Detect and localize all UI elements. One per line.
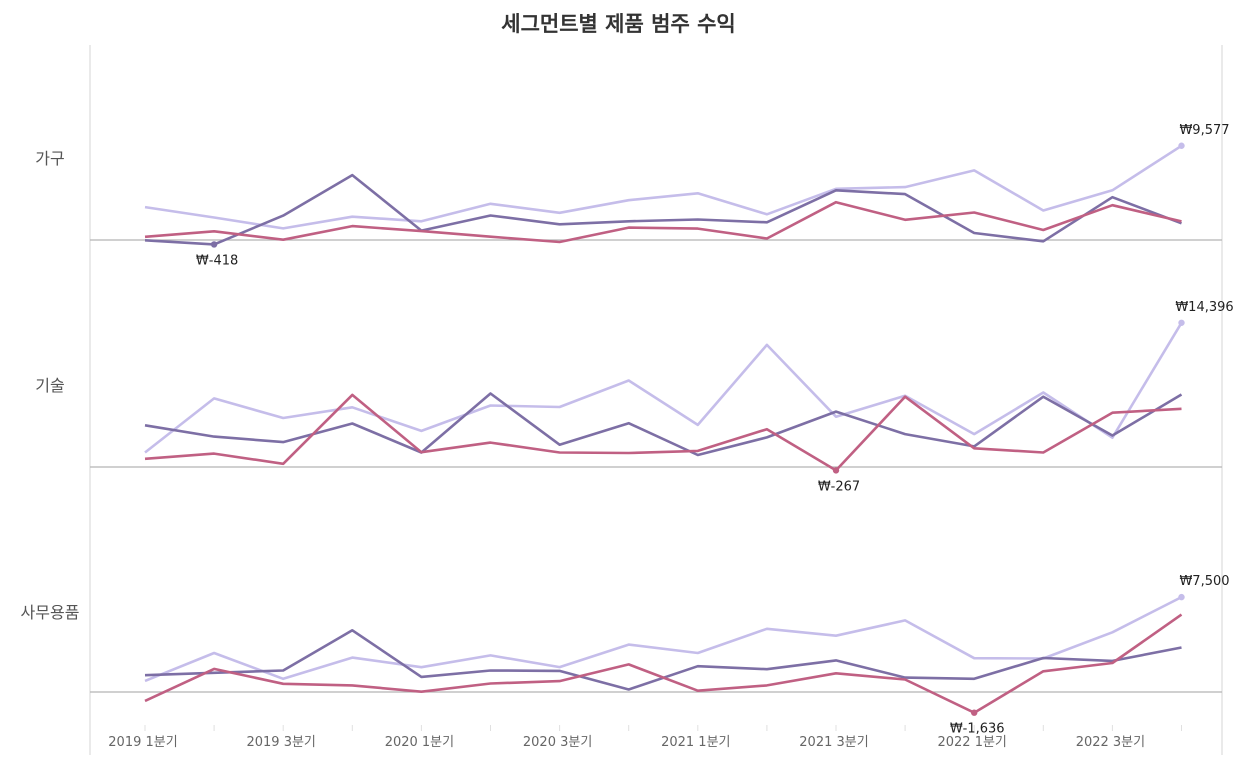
chart-title: 세그먼트별 제품 범주 수익 [501, 12, 736, 36]
x-tick-label: 2020 3분기 [523, 735, 592, 750]
value-annotation: ₩-418 [196, 253, 238, 268]
panel-label: 기술 [35, 376, 64, 395]
annotation-point [1178, 593, 1185, 601]
series-line [144, 144, 1183, 230]
annotation-point [832, 467, 840, 474]
series-line [144, 595, 1183, 683]
x-tick-label: 2021 3분기 [799, 735, 868, 750]
x-tick-label: 2022 3분기 [1076, 735, 1145, 750]
series-line [144, 173, 1182, 246]
series-line [144, 392, 1183, 457]
annotation-point [210, 241, 218, 248]
annotation-point [1178, 319, 1185, 326]
series-line [144, 393, 1182, 472]
value-annotation: ₩-1,636 [950, 722, 1005, 737]
series-line [144, 613, 1183, 715]
value-annotation: ₩-267 [818, 479, 860, 494]
value-annotation: ₩9,577 [1179, 123, 1229, 138]
series-line [144, 322, 1183, 454]
annotation-point [1178, 142, 1185, 149]
value-annotation: ₩7,500 [1179, 574, 1229, 589]
x-tick-label: 2019 1분기 [108, 735, 177, 750]
x-tick-label: 2019 3분기 [246, 735, 315, 750]
x-tick-label: 2022 1분기 [937, 735, 1006, 750]
value-annotation: ₩14,396 [1175, 300, 1233, 315]
annotation-point [971, 709, 978, 716]
panel-label: 가구 [35, 149, 64, 168]
x-tick-label: 2021 1분기 [661, 735, 730, 750]
x-tick-label: 2020 1분기 [385, 735, 454, 750]
panel-label: 사무용품 [21, 603, 80, 622]
series-line [144, 200, 1182, 244]
